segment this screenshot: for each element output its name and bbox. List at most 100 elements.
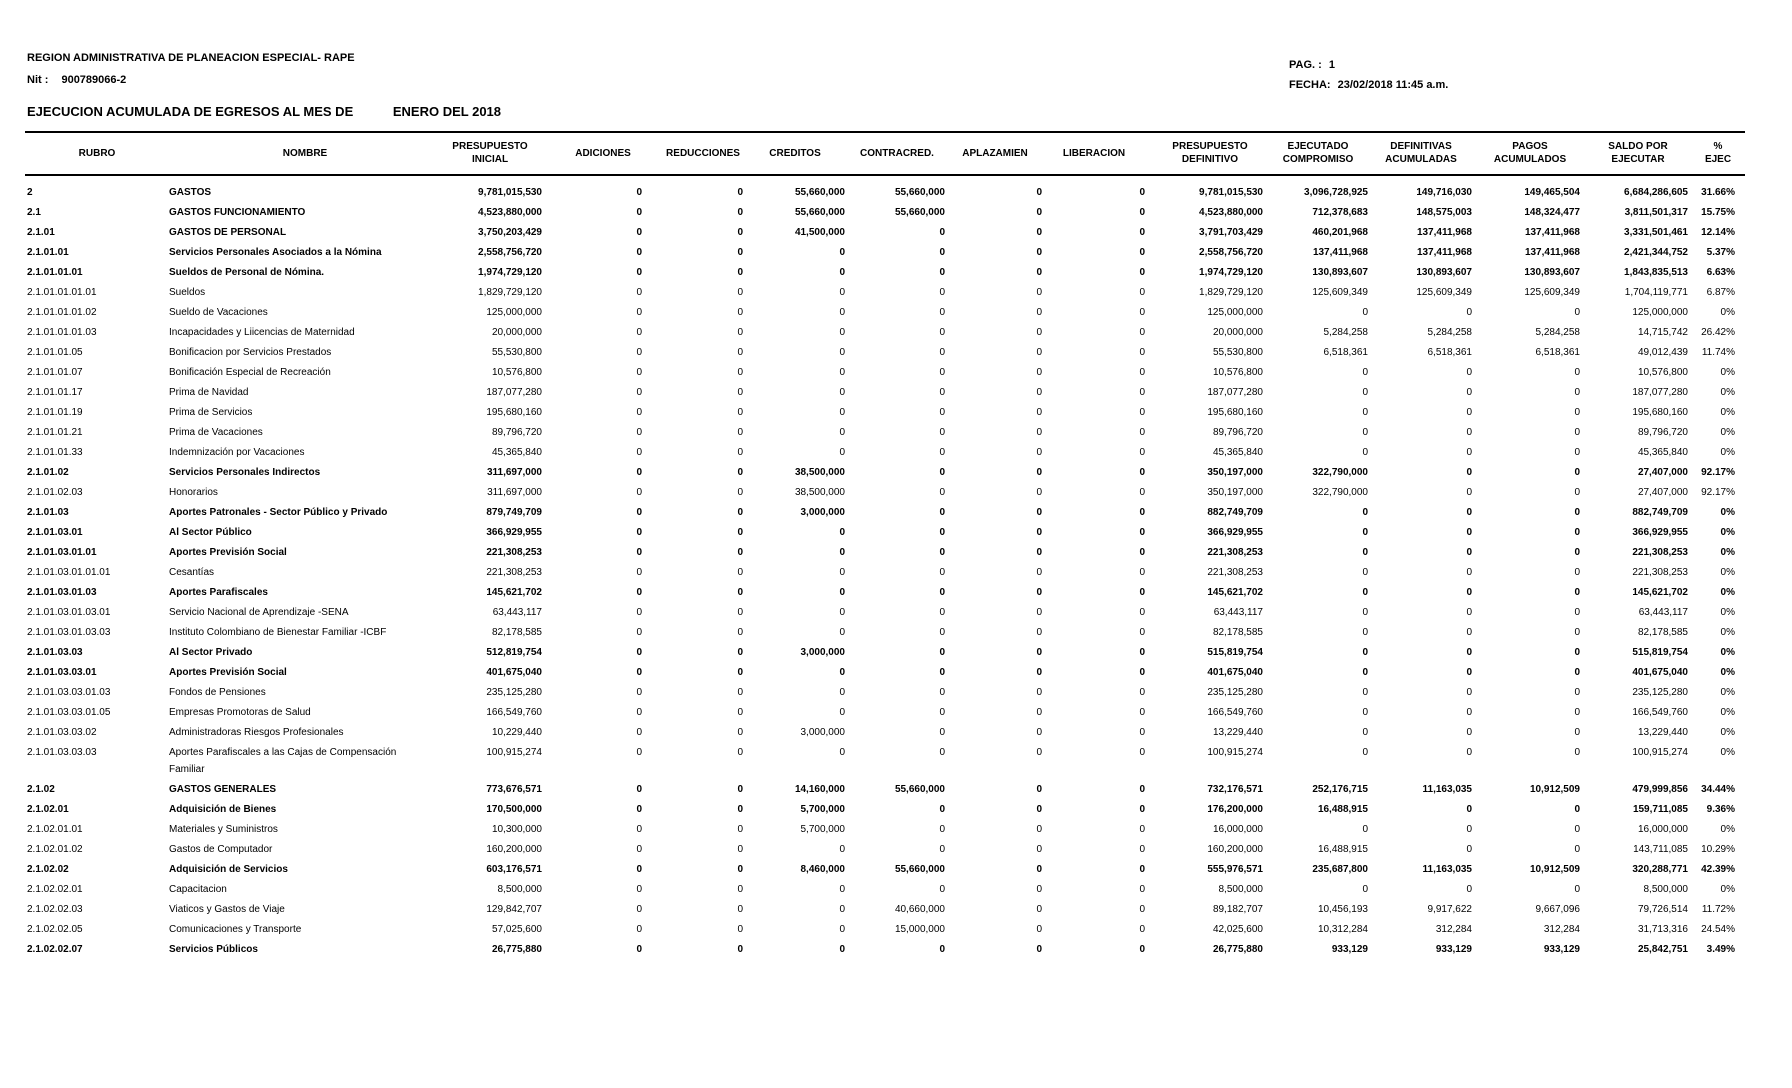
cell-liberacion: 0 (1139, 627, 1145, 638)
cell-aplazamientos: 0 (1036, 407, 1042, 418)
cell-porcentaje-ejecucion: 12.14% (1701, 227, 1735, 238)
cell-ejecutado-compromiso: 16,488,915 (1317, 804, 1368, 815)
cell-porcentaje-ejecucion: 0% (1720, 727, 1735, 738)
cell-creditos: 0 (839, 447, 845, 458)
cell-nombre: Aportes Previsión Social (169, 547, 287, 558)
cell-nombre: Aportes Parafiscales a las Cajas de Comp… (169, 747, 397, 775)
cell-porcentaje-ejecucion: 6.63% (1706, 267, 1735, 278)
cell-saldo-por-ejecutar: 27,407,000 (1637, 467, 1688, 478)
cell-aplazamientos: 0 (1036, 567, 1042, 578)
cell-saldo-por-ejecutar: 14,715,742 (1637, 327, 1688, 338)
cell-presupuesto-inicial: 221,308,253 (486, 547, 542, 558)
table-row: 2.1.01.01 Servicios Personales Asociados … (0, 241, 1792, 261)
cell-presupuesto-inicial: 879,749,709 (486, 507, 542, 518)
cell-porcentaje-ejecucion: 0% (1720, 687, 1735, 698)
cell-presupuesto-definitivo: 100,915,274 (1207, 747, 1263, 758)
cell-presupuesto-inicial: 1,829,729,120 (478, 287, 542, 298)
cell-saldo-por-ejecutar: 27,407,000 (1637, 487, 1688, 498)
table-row: 2.1.01 GASTOS DE PERSONAL 3,750,203,429 0 0 4… (0, 221, 1792, 241)
table-row: 2.1.01.03.03.01.05 Empresas Promotoras de… (0, 701, 1792, 721)
cell-presupuesto-definitivo: 63,443,117 (1213, 607, 1263, 618)
cell-saldo-por-ejecutar: 145,621,702 (1632, 587, 1688, 598)
cell-saldo-por-ejecutar: 3,331,501,461 (1624, 227, 1688, 238)
cell-presupuesto-definitivo: 42,025,600 (1212, 924, 1263, 935)
cell-definitivas-acumuladas: 0 (1466, 547, 1472, 558)
cell-pagos-acumulados: 0 (1574, 844, 1580, 855)
cell-contracreditos: 0 (939, 387, 945, 398)
cell-presupuesto-definitivo: 8,500,000 (1218, 884, 1264, 895)
report-period: ENERO DEL 2018 (392, 104, 502, 119)
cell-aplazamientos: 0 (1036, 747, 1042, 758)
cell-definitivas-acumuladas: 6,518,361 (1427, 347, 1473, 358)
cell-nombre: Prima de Vacaciones (169, 427, 263, 438)
cell-ejecutado-compromiso: 0 (1362, 387, 1368, 398)
cell-pagos-acumulados: 10,912,509 (1529, 864, 1580, 875)
column-header-line: APLAZAMIEN (962, 148, 1028, 159)
cell-pagos-acumulados: 0 (1574, 547, 1580, 558)
cell-pagos-acumulados: 0 (1574, 607, 1580, 618)
cell-rubro: 2.1.02.02.05 (27, 924, 83, 935)
cell-contracreditos: 0 (939, 804, 945, 815)
cell-porcentaje-ejecucion: 0% (1720, 884, 1735, 895)
cell-presupuesto-inicial: 10,229,440 (491, 727, 542, 738)
cell-adiciones: 0 (636, 824, 642, 835)
cell-adiciones: 0 (636, 627, 642, 638)
cell-saldo-por-ejecutar: 166,549,760 (1632, 707, 1688, 718)
cell-presupuesto-definitivo: 20,000,000 (1212, 327, 1263, 338)
cell-porcentaje-ejecucion: 92.17% (1701, 487, 1735, 498)
cell-definitivas-acumuladas: 0 (1466, 487, 1472, 498)
cell-aplazamientos: 0 (1036, 824, 1042, 835)
cell-ejecutado-compromiso: 137,411,968 (1312, 247, 1368, 258)
cell-reducciones: 0 (737, 367, 743, 378)
cell-rubro: 2.1.01.01.01.03 (27, 327, 97, 338)
cell-ejecutado-compromiso: 0 (1362, 587, 1368, 598)
cell-adiciones: 0 (636, 587, 642, 598)
cell-rubro: 2.1.01.03.01.03.03 (27, 627, 111, 638)
cell-pagos-acumulados: 0 (1574, 447, 1580, 458)
cell-saldo-por-ejecutar: 49,012,439 (1637, 347, 1688, 358)
cell-definitivas-acumuladas: 0 (1466, 447, 1472, 458)
table-row: 2.1.02 GASTOS GENERALES 773,676,571 0 0 14,16… (0, 778, 1792, 798)
cell-porcentaje-ejecucion: 0% (1720, 667, 1735, 678)
cell-adiciones: 0 (636, 507, 642, 518)
cell-reducciones: 0 (737, 547, 743, 558)
cell-nombre: Cesantías (169, 567, 215, 578)
cell-liberacion: 0 (1139, 607, 1145, 618)
cell-presupuesto-definitivo: 221,308,253 (1207, 567, 1263, 578)
cell-nombre: Empresas Promotoras de Salud (169, 707, 311, 718)
cell-saldo-por-ejecutar: 401,675,040 (1632, 667, 1688, 678)
table-row: 2.1.01.01.33 Indemnización por Vacaciones… (0, 441, 1792, 461)
cell-aplazamientos: 0 (1036, 447, 1042, 458)
cell-liberacion: 0 (1139, 307, 1145, 318)
cell-aplazamientos: 0 (1036, 507, 1042, 518)
cell-liberacion: 0 (1139, 924, 1145, 935)
cell-presupuesto-definitivo: 160,200,000 (1207, 844, 1263, 855)
cell-aplazamientos: 0 (1036, 687, 1042, 698)
cell-creditos: 0 (839, 587, 845, 598)
cell-ejecutado-compromiso: 0 (1362, 427, 1368, 438)
cell-creditos: 0 (839, 924, 845, 935)
cell-porcentaje-ejecucion: 31.66% (1701, 187, 1735, 198)
cell-adiciones: 0 (636, 864, 642, 875)
cell-aplazamientos: 0 (1036, 427, 1042, 438)
table-row: 2.1.01.01.07 Bonificación Especial de Rec… (0, 361, 1792, 381)
cell-contracreditos: 0 (939, 707, 945, 718)
cell-aplazamientos: 0 (1036, 287, 1042, 298)
cell-reducciones: 0 (737, 747, 743, 758)
cell-saldo-por-ejecutar: 515,819,754 (1632, 647, 1688, 658)
cell-presupuesto-definitivo: 166,549,760 (1207, 707, 1263, 718)
cell-liberacion: 0 (1139, 587, 1145, 598)
cell-reducciones: 0 (737, 527, 743, 538)
table-row: 2.1.01.01.05 Bonificacion por Servicios P… (0, 341, 1792, 361)
cell-presupuesto-definitivo: 13,229,440 (1212, 727, 1263, 738)
cell-contracreditos: 0 (939, 567, 945, 578)
cell-rubro: 2.1.01.01.21 (27, 427, 83, 438)
cell-rubro: 2.1.01.03.01.03 (27, 587, 97, 598)
cell-nombre: Aportes Previsión Social (169, 667, 287, 678)
cell-adiciones: 0 (636, 287, 642, 298)
cell-definitivas-acumuladas: 9,917,622 (1427, 904, 1473, 915)
cell-aplazamientos: 0 (1036, 187, 1042, 198)
column-header-line: PRESUPUESTO (1172, 141, 1248, 152)
cell-ejecutado-compromiso: 322,790,000 (1312, 467, 1368, 478)
cell-porcentaje-ejecucion: 5.37% (1706, 247, 1735, 258)
